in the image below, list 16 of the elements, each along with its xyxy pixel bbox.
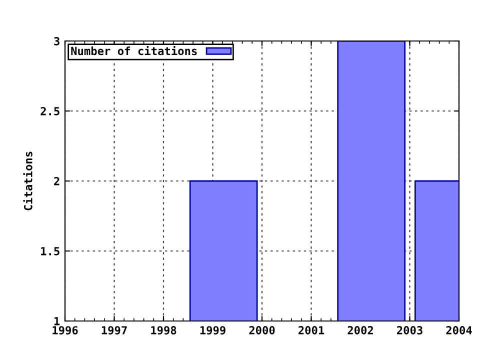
y-tick-label: 2: [54, 176, 60, 186]
x-tick-label: 2003: [396, 326, 422, 334]
y-tick-label: 2.5: [40, 106, 60, 116]
legend-label: Number of citations: [71, 46, 197, 56]
y-tick-label: 3: [54, 36, 60, 46]
x-tick-label: 2000: [249, 326, 275, 334]
x-tick-label: 1999: [200, 326, 226, 335]
x-tick-label: 1997: [102, 326, 127, 335]
y-axis-title: Citations: [23, 152, 32, 210]
x-tick-label: 2001: [298, 326, 324, 334]
x-tick-label: 2004: [446, 326, 472, 334]
x-tick-label: 1996: [52, 326, 78, 335]
y-tick-label: 1.5: [41, 247, 60, 256]
y-tick-label: 1: [54, 317, 60, 326]
x-tick-label: 2002: [348, 326, 373, 334]
x-tick-label: 1998: [151, 326, 176, 335]
